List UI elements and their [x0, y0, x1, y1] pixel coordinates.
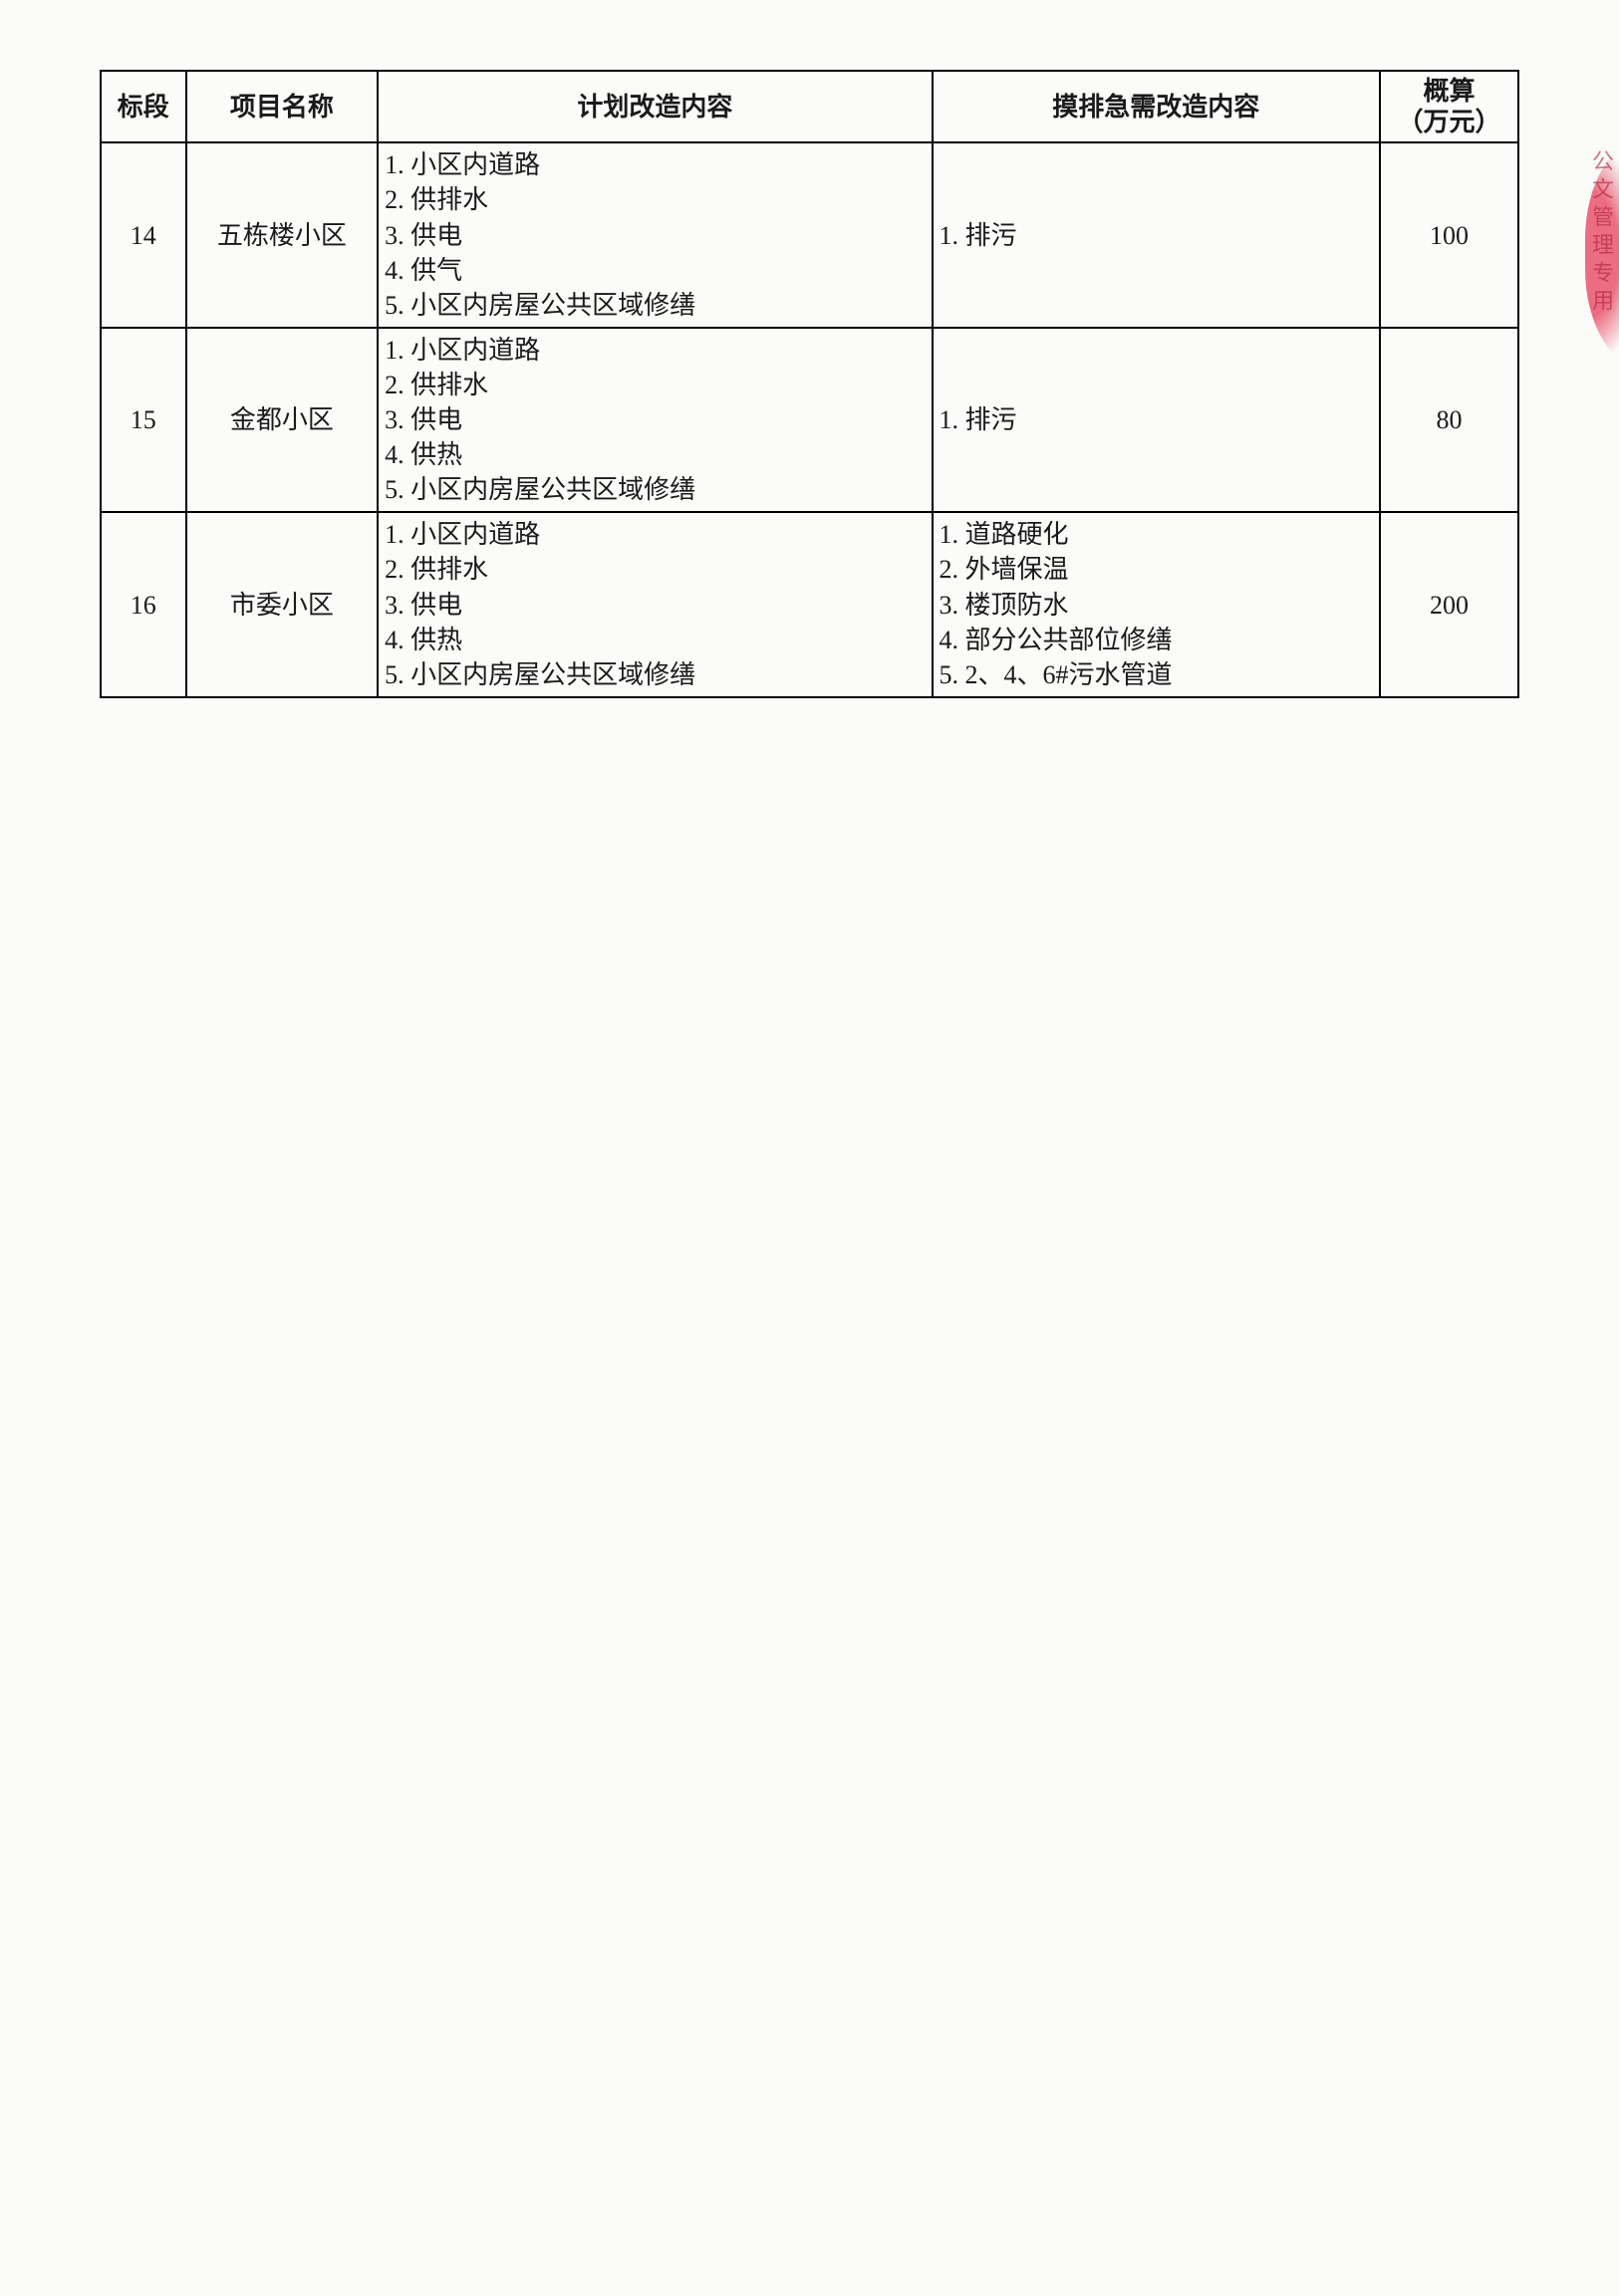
- cell-plan: 1. 小区内道路 2. 供排水 3. 供电 4. 供热 5. 小区内房屋公共区域…: [378, 328, 932, 512]
- header-urgent: 摸排急需改造内容: [933, 71, 1380, 142]
- cell-cost: 200: [1380, 512, 1518, 696]
- cell-urgent: 1. 排污: [933, 142, 1380, 327]
- page-content: 标段 项目名称 计划改造内容 摸排急需改造内容 概算 （万元） 14 五栋楼小区…: [100, 70, 1519, 698]
- header-cost-line1: 概算: [1387, 76, 1511, 107]
- cell-cost: 100: [1380, 142, 1518, 327]
- cell-name: 五栋楼小区: [186, 142, 379, 327]
- table-row: 16 市委小区 1. 小区内道路 2. 供排水 3. 供电 4. 供热 5. 小…: [101, 512, 1518, 696]
- table-header-row: 标段 项目名称 计划改造内容 摸排急需改造内容 概算 （万元）: [101, 71, 1518, 142]
- cell-urgent: 1. 道路硬化 2. 外墙保温 3. 楼顶防水 4. 部分公共部位修缮 5. 2…: [933, 512, 1380, 696]
- header-name: 项目名称: [186, 71, 379, 142]
- header-plan: 计划改造内容: [378, 71, 932, 142]
- cell-bid: 15: [101, 328, 186, 512]
- header-bid: 标段: [101, 71, 186, 142]
- cell-cost: 80: [1380, 328, 1518, 512]
- header-cost: 概算 （万元）: [1380, 71, 1518, 142]
- table-row: 14 五栋楼小区 1. 小区内道路 2. 供排水 3. 供电 4. 供气 5. …: [101, 142, 1518, 327]
- binding-tab-text: 公文管理专用: [1587, 149, 1617, 317]
- cell-plan: 1. 小区内道路 2. 供排水 3. 供电 4. 供气 5. 小区内房屋公共区域…: [378, 142, 932, 327]
- cell-urgent: 1. 排污: [933, 328, 1380, 512]
- cell-name: 金都小区: [186, 328, 379, 512]
- header-cost-line2: （万元）: [1387, 107, 1511, 137]
- cell-bid: 16: [101, 512, 186, 696]
- cell-plan: 1. 小区内道路 2. 供排水 3. 供电 4. 供热 5. 小区内房屋公共区域…: [378, 512, 932, 696]
- renovation-table: 标段 项目名称 计划改造内容 摸排急需改造内容 概算 （万元） 14 五栋楼小区…: [100, 70, 1519, 698]
- cell-bid: 14: [101, 142, 186, 327]
- table-row: 15 金都小区 1. 小区内道路 2. 供排水 3. 供电 4. 供热 5. 小…: [101, 328, 1518, 512]
- cell-name: 市委小区: [186, 512, 379, 696]
